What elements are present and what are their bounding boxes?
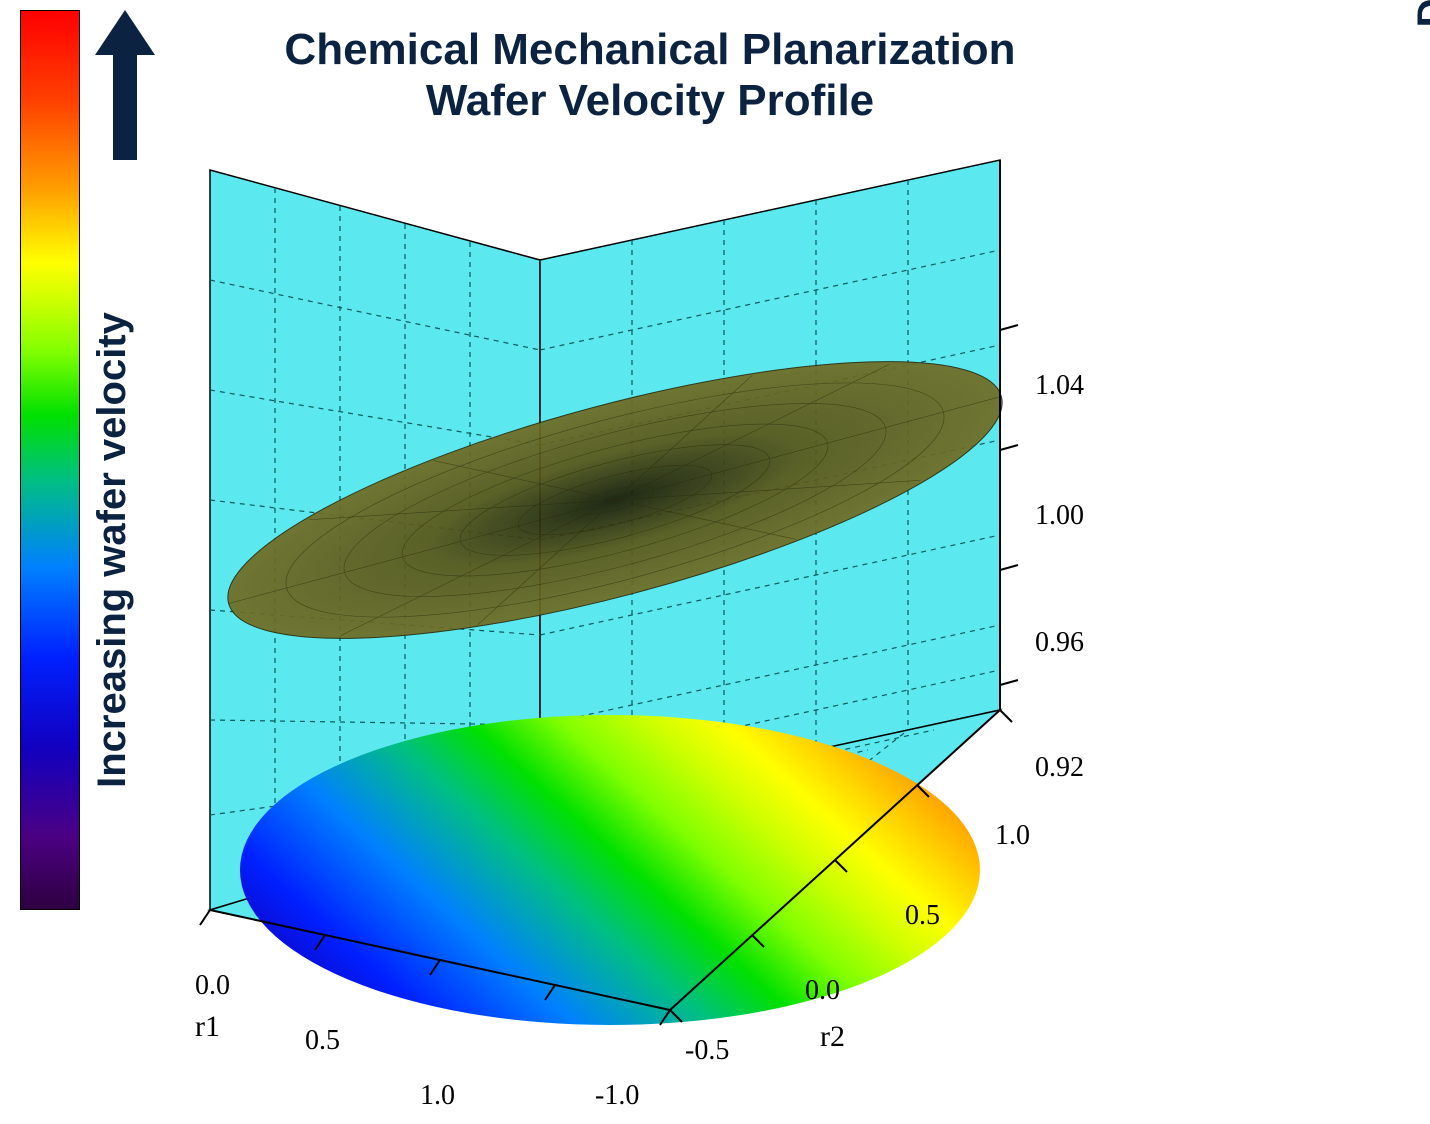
plot-3d [170,150,1070,1070]
r2-tick-4: 1.0 [995,820,1030,852]
r2-tick-1: -0.5 [685,1035,729,1067]
r2-tick-3: 0.5 [905,900,940,932]
arrow-up-icon [95,10,155,160]
r2-axis-label: r2 [820,1020,845,1054]
r1-tick-2: 1.0 [420,1080,455,1112]
r2-tick-0: -1.0 [595,1080,639,1112]
z-tick-2: 1.00 [1035,500,1084,532]
r1-tick-0: 0.0 [195,970,230,1002]
title-line-2: Wafer Velocity Profile [426,76,874,125]
title-line-1: Chemical Mechanical Planarization [284,25,1015,74]
colorbar [20,10,80,910]
z-tick-0: 0.92 [1035,752,1084,784]
right-axis-label: Dimensionless Velocity [1410,0,1430,170]
floor-contour-disc [240,715,980,1025]
z-tick-1: 0.96 [1035,627,1084,659]
left-axis-label: Increasing wafer velocity [90,180,135,920]
z-tick-3: 1.04 [1035,370,1084,402]
r1-axis-label: r1 [195,1010,220,1044]
r1-tick-1: 0.5 [305,1025,340,1057]
r2-tick-2: 0.0 [805,975,840,1007]
chart-title: Chemical Mechanical Planarization Wafer … [200,25,1100,126]
